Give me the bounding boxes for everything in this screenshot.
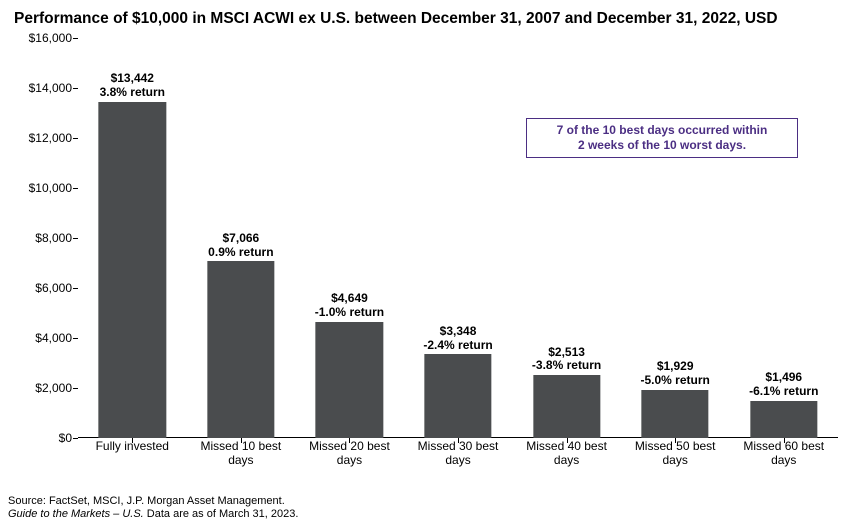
bar-return-label: -5.0% return [640, 374, 709, 388]
y-tick-label: $10,000 [29, 181, 78, 195]
callout-box: 7 of the 10 best days occurred within 2 … [526, 118, 798, 158]
bar-slot: $3,348-2.4% return [404, 38, 513, 438]
y-tick-mark [73, 338, 78, 339]
y-tick-label: $2,000 [35, 381, 78, 395]
y-tick-mark [73, 388, 78, 389]
source-italic: Guide to the Markets – U.S. [8, 508, 144, 520]
y-tick-mark [73, 138, 78, 139]
x-axis-label: Missed 50 bestdays [621, 440, 730, 468]
bar-value-label: $1,929-5.0% return [640, 360, 709, 388]
bar [424, 354, 491, 438]
bar-return-label: -6.1% return [749, 385, 818, 399]
y-tick-mark [73, 288, 78, 289]
bar [99, 102, 166, 438]
bar-dollar-label: $2,513 [532, 346, 601, 360]
y-tick-label: $14,000 [29, 81, 78, 95]
bar-slot: $1,929-5.0% return [621, 38, 730, 438]
x-axis-label: Missed 40 bestdays [512, 440, 621, 468]
chart-area: $13,4423.8% return $7,0660.9% return $4,64… [18, 32, 842, 482]
y-tick-label: $6,000 [35, 281, 78, 295]
x-axis-label: Missed 20 bestdays [295, 440, 404, 468]
plot-region: $13,4423.8% return $7,0660.9% return $4,64… [78, 38, 838, 438]
bar-value-label: $7,0660.9% return [208, 232, 273, 260]
bar-slot: $13,4423.8% return [78, 38, 187, 438]
bar [316, 322, 383, 438]
plot-inner: $13,4423.8% return $7,0660.9% return $4,64… [78, 38, 838, 438]
x-axis-label: Missed 10 bestdays [187, 440, 296, 468]
source-rest: Data are as of March 31, 2023. [144, 508, 299, 520]
source-line1: Source: FactSet, MSCI, J.P. Morgan Asset… [8, 495, 298, 508]
x-label-line2: days [299, 454, 400, 468]
bar-slot: $2,513-3.8% return [512, 38, 621, 438]
y-tick-label: $8,000 [35, 231, 78, 245]
x-axis-labels: Fully investedMissed 10 bestdaysMissed 2… [78, 440, 838, 468]
bar-value-label: $13,4423.8% return [100, 72, 165, 100]
bars-container: $13,4423.8% return $7,0660.9% return $4,64… [78, 38, 838, 438]
bar-return-label: -2.4% return [423, 339, 492, 353]
x-label-line2: days [516, 454, 617, 468]
x-label-line1: Fully invested [82, 440, 183, 454]
callout-text-line2: 2 weeks of the 10 worst days. [537, 138, 787, 153]
y-tick-mark [73, 438, 78, 439]
bar-dollar-label: $13,442 [100, 72, 165, 86]
x-axis-label: Missed 30 bestdays [404, 440, 513, 468]
chart-title: Performance of $10,000 in MSCI ACWI ex U… [14, 10, 845, 28]
x-label-line1: Missed 30 best [408, 440, 509, 454]
y-tick-mark [73, 38, 78, 39]
x-label-line1: Missed 40 best [516, 440, 617, 454]
y-tick-mark [73, 188, 78, 189]
bar [533, 375, 600, 438]
bar [207, 261, 274, 438]
bar-return-label: -1.0% return [315, 306, 384, 320]
x-label-line2: days [408, 454, 509, 468]
bar [642, 390, 709, 438]
bar-dollar-label: $4,649 [315, 292, 384, 306]
bar-value-label: $1,496-6.1% return [749, 371, 818, 399]
bar-slot: $4,649-1.0% return [295, 38, 404, 438]
x-label-line1: Missed 10 best [191, 440, 292, 454]
source-line2: Guide to the Markets – U.S. Data are as … [8, 508, 298, 521]
x-label-line1: Missed 20 best [299, 440, 400, 454]
bar-return-label: -3.8% return [532, 359, 601, 373]
y-tick-label: $12,000 [29, 131, 78, 145]
bar-return-label: 3.8% return [100, 86, 165, 100]
x-label-line1: Missed 60 best [733, 440, 834, 454]
x-label-line2: days [625, 454, 726, 468]
y-tick-mark [73, 238, 78, 239]
source-footnote: Source: FactSet, MSCI, J.P. Morgan Asset… [8, 495, 298, 521]
bar-dollar-label: $3,348 [423, 325, 492, 339]
callout-text-line1: 7 of the 10 best days occurred within [537, 123, 787, 138]
y-tick-label: $16,000 [29, 31, 78, 45]
x-label-line1: Missed 50 best [625, 440, 726, 454]
bar-value-label: $3,348-2.4% return [423, 325, 492, 353]
x-label-line2: days [733, 454, 834, 468]
x-axis-label: Missed 60 bestdays [729, 440, 838, 468]
bar-dollar-label: $1,929 [640, 360, 709, 374]
bar [750, 401, 817, 438]
bar-slot: $1,496-6.1% return [729, 38, 838, 438]
chart-page: Performance of $10,000 in MSCI ACWI ex U… [0, 0, 859, 527]
bar-dollar-label: $1,496 [749, 371, 818, 385]
bar-dollar-label: $7,066 [208, 232, 273, 246]
bar-value-label: $4,649-1.0% return [315, 292, 384, 320]
x-label-line2: days [191, 454, 292, 468]
bar-return-label: 0.9% return [208, 246, 273, 260]
y-tick-mark [73, 88, 78, 89]
x-axis-label: Fully invested [78, 440, 187, 468]
bar-slot: $7,0660.9% return [187, 38, 296, 438]
y-tick-label: $4,000 [35, 331, 78, 345]
bar-value-label: $2,513-3.8% return [532, 346, 601, 374]
